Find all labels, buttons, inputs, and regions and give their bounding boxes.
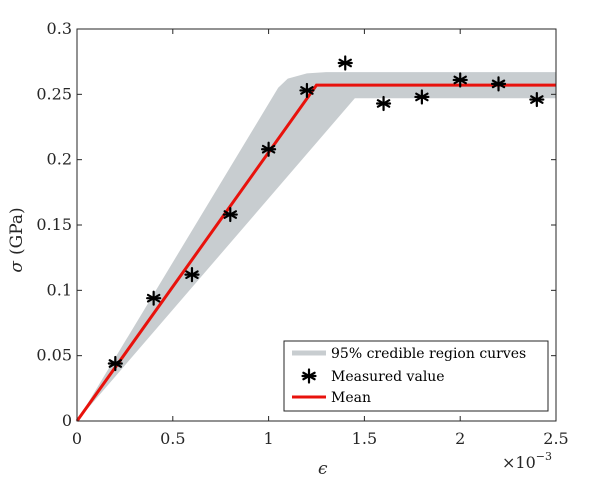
x-tick-label: 2 (455, 429, 465, 448)
x-tick-label: 0.5 (160, 429, 185, 448)
legend-label-band: 95% credible region curves (331, 346, 526, 362)
x-axis-exponent-base: ×10 (502, 453, 536, 472)
measured-point (337, 55, 353, 71)
axes (76, 28, 557, 422)
y-tick-label: 0.05 (36, 346, 72, 365)
measured-point (375, 95, 392, 112)
mean-line (75, 83, 556, 422)
x-axis-label: ϵ (318, 459, 328, 479)
measured-point (146, 290, 162, 306)
y-axis-label: σ (GPa) (7, 207, 27, 272)
measured-point (299, 82, 315, 99)
plot-area (75, 55, 556, 422)
y-tick-label: 0.3 (47, 19, 72, 38)
legend-marker-star (301, 368, 317, 384)
measured-point (107, 355, 123, 372)
x-tick-label: 2.5 (543, 429, 568, 448)
measured-point (184, 267, 200, 283)
tick-labels: 0 0.5 1 1.5 2 2.5 0 0.05 0.1 0.15 0.2 0.25 0.3 (36, 19, 568, 448)
legend-swatch-marker (301, 368, 317, 384)
legend-label-markers: Measured value (331, 369, 445, 385)
y-axis-label-unit: (GPa) (7, 207, 27, 255)
legend-label-mean: Mean (331, 390, 371, 406)
x-axis-exponent-power: −3 (536, 450, 552, 463)
measured-point (529, 91, 545, 108)
measured-point (261, 141, 277, 157)
x-axis-exponent: ×10−3 (502, 450, 552, 472)
measured-point (414, 89, 430, 105)
credible-band (77, 72, 556, 422)
x-tick-label: 1.5 (352, 429, 377, 448)
y-tick-label: 0.25 (36, 84, 72, 103)
legend-box (283, 340, 549, 412)
measured-point (490, 76, 507, 92)
measured-point (222, 206, 238, 223)
y-tick-label: 0.2 (47, 150, 72, 169)
y-tick-label: 0.1 (47, 280, 72, 299)
y-tick-label: 0.15 (36, 215, 72, 234)
y-tick-label: 0 (62, 411, 72, 430)
x-tick-label: 1 (264, 429, 274, 448)
measured-point (452, 72, 468, 88)
legend: 95% credible region curves Measured valu… (283, 340, 549, 412)
x-tick-label: 0 (72, 429, 82, 448)
y-axis-label-sigma: σ (7, 261, 27, 273)
